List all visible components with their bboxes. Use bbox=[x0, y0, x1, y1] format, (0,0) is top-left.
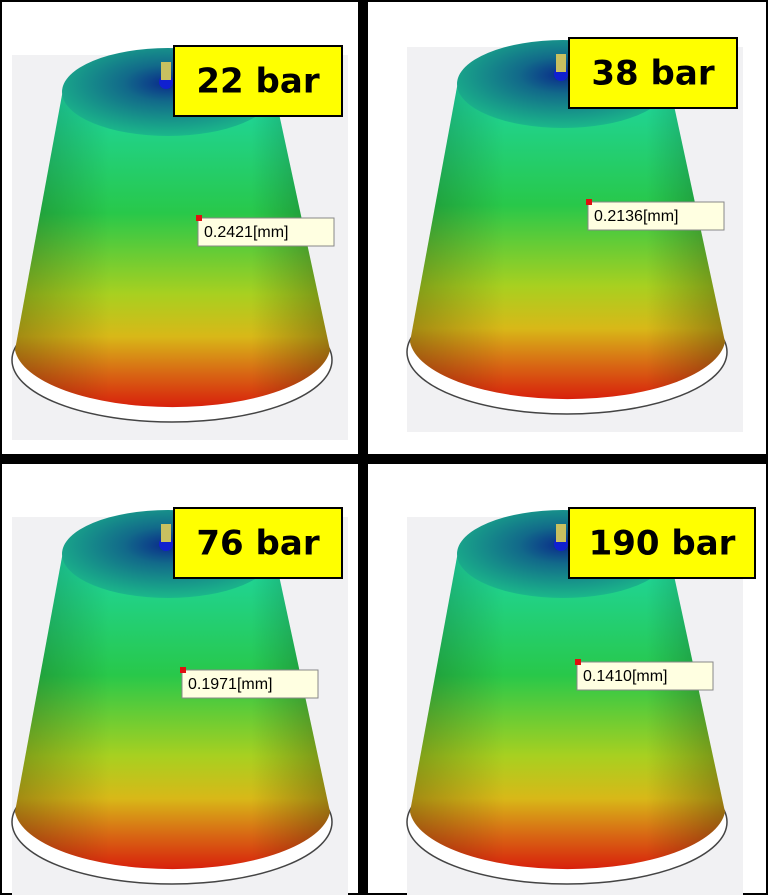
pressure-label: 76 bar bbox=[196, 524, 319, 564]
panels: 0.2421[mm] 22 bar 0.2136[mm] 38 bar 0.1971[m… bbox=[12, 38, 755, 895]
measurement-text: 0.2421[mm] bbox=[204, 224, 288, 241]
pressure-label: 38 bar bbox=[591, 54, 714, 94]
measurement-text: 0.1971[mm] bbox=[188, 676, 272, 693]
gate-stem bbox=[556, 54, 566, 72]
gate-stem bbox=[161, 524, 171, 542]
page: 0.2421[mm] 22 bar 0.2136[mm] 38 bar 0.1971[m… bbox=[0, 0, 768, 895]
panel: 0.1971[mm] 76 bar bbox=[12, 508, 348, 895]
divider-vertical bbox=[358, 0, 368, 895]
figure: 0.2421[mm] 22 bar 0.2136[mm] 38 bar 0.1971[m… bbox=[0, 0, 768, 895]
divider-horizontal bbox=[0, 454, 768, 464]
measurement-text: 0.2136[mm] bbox=[594, 208, 678, 225]
pressure-label: 190 bar bbox=[589, 524, 736, 564]
gate-stem bbox=[556, 524, 566, 542]
pressure-label: 22 bar bbox=[196, 62, 319, 102]
callout-marker bbox=[586, 199, 592, 205]
panel: 0.2421[mm] 22 bar bbox=[12, 46, 348, 440]
gate-stem bbox=[161, 62, 171, 80]
callout-marker bbox=[196, 215, 202, 221]
callout-marker bbox=[575, 659, 581, 665]
panel: 0.1410[mm] 190 bar bbox=[407, 508, 755, 895]
callout-marker bbox=[180, 667, 186, 673]
measurement-text: 0.1410[mm] bbox=[583, 668, 667, 685]
panel: 0.2136[mm] 38 bar bbox=[407, 38, 743, 432]
